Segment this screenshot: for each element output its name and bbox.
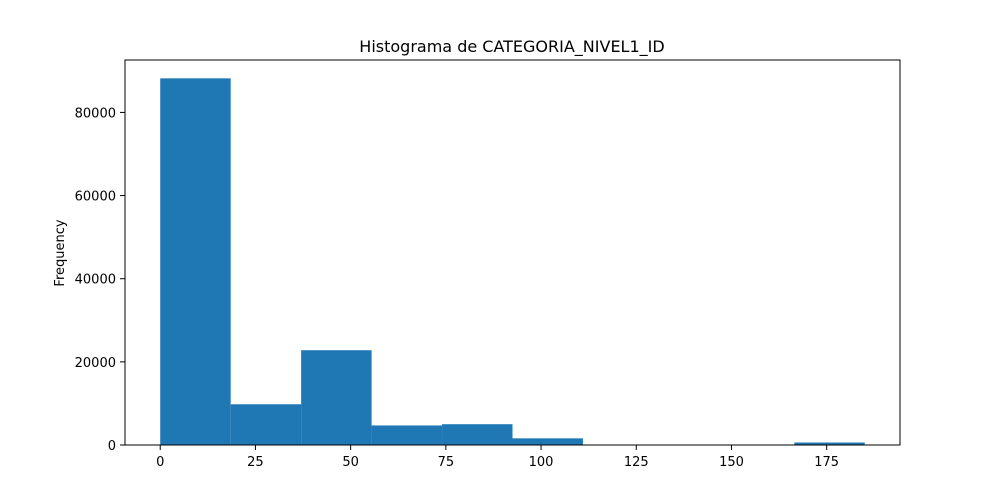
x-tick-label-4: 100 xyxy=(529,455,554,470)
y-tick-label-2: 40000 xyxy=(75,273,116,288)
y-tick-label-0: 0 xyxy=(108,439,116,454)
histogram-bar-3 xyxy=(371,425,443,445)
y-axis: 0 20000 40000 60000 80000 xyxy=(75,106,125,454)
x-tick-label-3: 75 xyxy=(438,455,455,470)
x-axis: 0 25 50 75 100 125 150 175 xyxy=(156,445,839,470)
bars-group xyxy=(160,78,865,445)
histogram-bar-4 xyxy=(442,424,513,445)
plot-frame xyxy=(124,59,901,446)
y-axis-title: Frequency xyxy=(53,219,68,286)
histogram-bar-9 xyxy=(794,442,865,445)
histogram-bar-2 xyxy=(301,350,372,445)
x-tick-label-7: 175 xyxy=(814,455,839,470)
y-tick-label-1: 20000 xyxy=(75,356,116,371)
histogram-bar-1 xyxy=(230,404,302,445)
x-tick-label-1: 25 xyxy=(247,455,264,470)
y-tick-label-4: 80000 xyxy=(75,106,116,121)
y-tick-label-3: 60000 xyxy=(75,190,116,205)
x-tick-label-2: 50 xyxy=(342,455,359,470)
x-tick-label-6: 150 xyxy=(719,455,744,470)
histogram-bar-0 xyxy=(160,78,231,445)
chart-title: Histograma de CATEGORIA_NIVEL1_ID xyxy=(359,37,664,57)
x-tick-label-5: 125 xyxy=(624,455,649,470)
x-tick-label-0: 0 xyxy=(156,455,164,470)
histogram-bar-5 xyxy=(512,438,583,445)
